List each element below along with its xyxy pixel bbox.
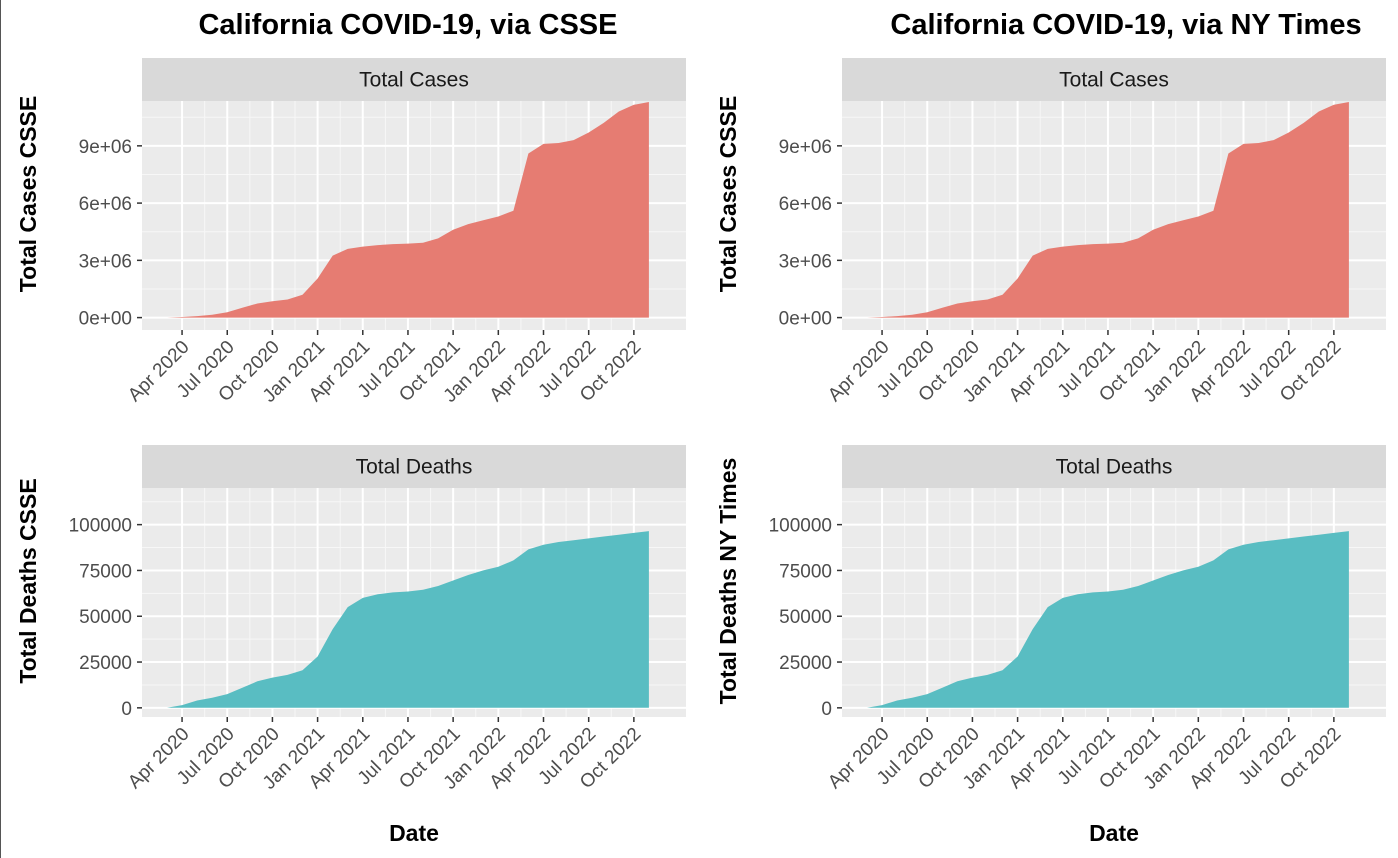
facet-strip <box>842 445 1386 488</box>
y-axis-title: Total Deaths NY Times <box>715 458 741 705</box>
facet-strip <box>142 445 686 488</box>
area-series <box>167 531 649 708</box>
x-axis-title: Date <box>1089 820 1139 846</box>
y-tick-label: 50000 <box>779 607 832 628</box>
y-axis-title: Total Deaths CSSE <box>15 478 41 683</box>
y-axis-title: Total Cases CSSE <box>715 96 741 292</box>
y-tick-label: 75000 <box>79 561 132 582</box>
y-tick-label: 100000 <box>69 516 132 537</box>
chart-title-right: California COVID-19, via NY Times <box>890 9 1361 41</box>
y-tick-label: 3e+06 <box>79 251 132 272</box>
y-axis-title: Total Cases CSSE <box>15 96 41 292</box>
x-axis-title: Date <box>389 820 439 846</box>
y-tick-label: 50000 <box>79 607 132 628</box>
area-series <box>167 102 649 318</box>
y-tick-label: 9e+06 <box>79 137 132 158</box>
y-tick-label: 0 <box>121 699 132 720</box>
y-tick-label: 0e+00 <box>779 309 832 330</box>
y-tick-label: 0 <box>821 699 832 720</box>
y-tick-label: 25000 <box>79 653 132 674</box>
y-tick-label: 25000 <box>779 653 832 674</box>
facet-strip <box>142 58 686 101</box>
facet-strip-label: Total Deaths <box>1056 456 1173 479</box>
area-series <box>867 102 1349 318</box>
y-tick-label: 9e+06 <box>779 137 832 158</box>
facet-strip <box>842 58 1386 101</box>
y-tick-label: 0e+00 <box>79 309 132 330</box>
y-tick-label: 75000 <box>779 561 832 582</box>
facet-strip-label: Total Deaths <box>356 456 473 479</box>
y-tick-label: 6e+06 <box>779 194 832 215</box>
facet-strip-label: Total Cases <box>359 69 469 92</box>
chart-title-left: California COVID-19, via CSSE <box>198 9 617 41</box>
facet-strip-label: Total Cases <box>1059 69 1169 92</box>
y-tick-label: 100000 <box>769 516 832 537</box>
y-tick-label: 6e+06 <box>79 194 132 215</box>
y-tick-label: 3e+06 <box>779 251 832 272</box>
area-series <box>867 531 1349 708</box>
